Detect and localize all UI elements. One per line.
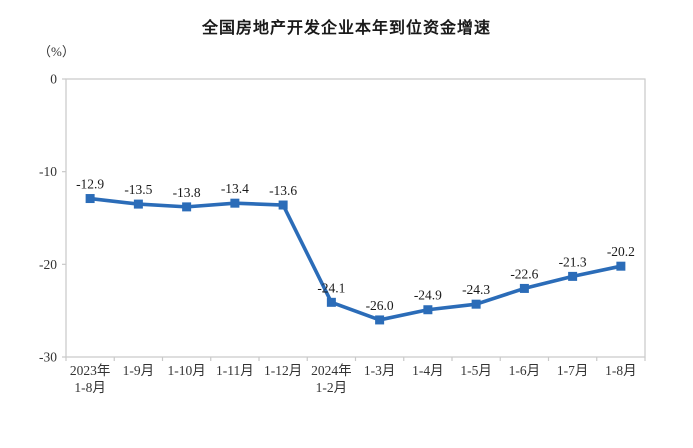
- data-point-marker: [230, 198, 240, 208]
- x-tick-label: 1-3月: [364, 363, 396, 378]
- chart-title: 全国房地产开发企业本年到位资金增速: [201, 20, 491, 37]
- data-point-marker: [471, 299, 481, 309]
- data-point-marker: [85, 194, 95, 204]
- x-tick-label: 2023年 1-8月: [70, 363, 111, 395]
- data-point-marker: [568, 271, 578, 281]
- x-tick-label: 1-10月: [168, 363, 206, 378]
- data-point-marker: [616, 261, 626, 271]
- data-point-label: -13.6: [269, 183, 297, 198]
- plot-border: [65, 78, 646, 358]
- data-point-label: -21.3: [559, 254, 587, 269]
- data-point-label: -20.2: [607, 244, 635, 259]
- y-axis-unit-label: （%）: [38, 44, 75, 59]
- y-tick-label: 0: [50, 72, 57, 87]
- data-point-label: -24.1: [317, 280, 345, 295]
- data-point-label: -24.9: [414, 288, 442, 303]
- data-point-marker: [423, 305, 433, 315]
- data-point-label: -13.8: [173, 185, 201, 200]
- x-tick-label: 2024年 1-2月: [311, 363, 352, 395]
- x-tick-label: 1-9月: [123, 363, 155, 378]
- x-tick-label: 1-11月: [216, 363, 254, 378]
- x-tick-label: 1-12月: [264, 363, 302, 378]
- x-tick-label: 1-6月: [509, 363, 541, 378]
- data-point-marker: [519, 283, 529, 293]
- data-point-marker: [375, 315, 385, 325]
- data-point-label: -24.3: [462, 282, 490, 297]
- y-tick-label: -10: [39, 164, 57, 179]
- data-point-marker: [326, 297, 336, 307]
- data-point-marker: [278, 200, 288, 210]
- data-point-marker: [182, 202, 192, 212]
- data-point-label: -26.0: [366, 298, 394, 313]
- data-point-label: -13.4: [221, 181, 249, 196]
- x-tick-label: 1-4月: [412, 363, 444, 378]
- y-tick-label: -30: [39, 350, 57, 365]
- data-point-label: -13.5: [124, 182, 152, 197]
- data-point-label: -22.6: [510, 266, 538, 281]
- x-tick-label: 1-8月: [605, 363, 637, 378]
- data-point-label: -12.9: [76, 177, 104, 192]
- x-tick-label: 1-7月: [557, 363, 589, 378]
- y-tick-label: -20: [39, 257, 57, 272]
- data-series-line: [88, 196, 623, 322]
- x-tick-label: 1-5月: [460, 363, 492, 378]
- data-point-marker: [133, 199, 143, 209]
